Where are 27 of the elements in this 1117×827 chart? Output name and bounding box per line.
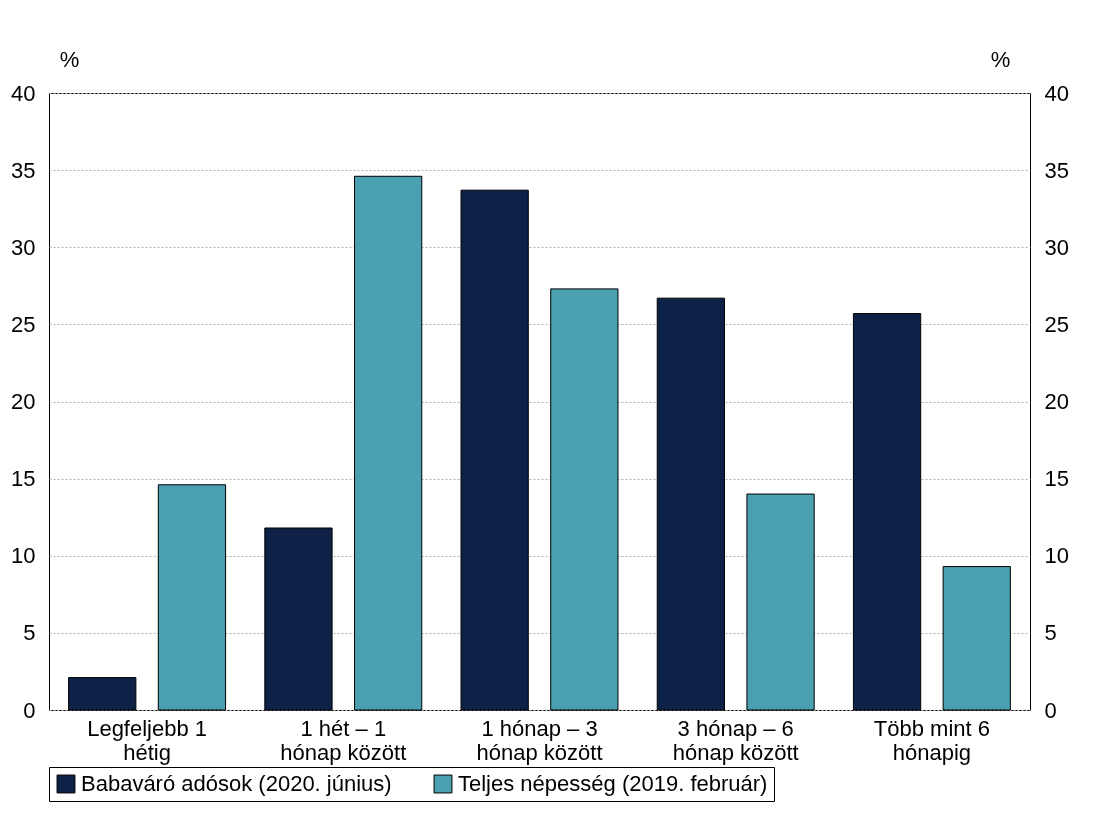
y2-tick-label: 10 [1044,543,1069,569]
y2-tick-label: 30 [1044,234,1069,260]
y-tick-label: 40 [11,80,36,106]
x-tick-label: 1 hónap – 3 hónap között [476,715,603,765]
x-tick-label: Legfeljebb 1 hétig [87,715,208,765]
y-tick-label: 10 [11,543,36,569]
y-tick-label: 0 [23,697,36,723]
y-tick-label: 35 [11,157,36,183]
y-tick-label: 30 [11,234,36,260]
legend-label: Babaváró adósok (2020. június) [81,771,392,796]
y2-tick-label: 20 [1044,389,1069,414]
y-tick-label: 15 [11,466,36,492]
y2-tick-label: 0 [1044,697,1057,723]
y-tick-label: 25 [11,311,36,337]
x-tick-label: Több mint 6 hónapig [873,715,990,765]
x-tick-label: 1 hét – 1 hónap között [280,715,407,765]
y2-tick-label: 40 [1044,80,1069,106]
y-axis-title: % [59,46,80,72]
y2-tick-label: 5 [1044,620,1057,646]
y-tick-label: 5 [23,620,36,646]
y2-tick-label: 15 [1044,466,1069,492]
y2-axis-title: % [990,46,1011,72]
y2-tick-label: 35 [1044,157,1069,183]
y-tick-label: 20 [11,389,36,414]
legend-label: Teljes népesség (2019. február) [458,771,768,796]
x-tick-label: 3 hónap – 6 hónap között [672,715,799,765]
y2-tick-label: 25 [1044,311,1069,337]
